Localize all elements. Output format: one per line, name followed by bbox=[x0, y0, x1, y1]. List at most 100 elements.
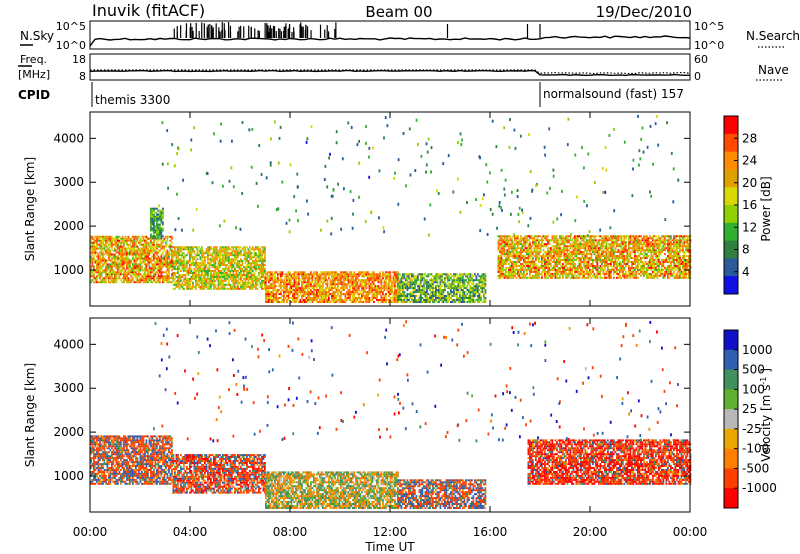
heatmap-cell bbox=[509, 253, 512, 256]
heatmap-cell bbox=[163, 275, 166, 278]
heatmap-cell bbox=[447, 291, 449, 294]
heatmap-cell bbox=[130, 237, 133, 240]
heatmap-cell bbox=[232, 260, 235, 263]
heatmap-cell bbox=[118, 263, 121, 266]
heatmap-cell bbox=[478, 283, 481, 286]
heatmap-cell bbox=[192, 256, 194, 259]
heatmap-cell bbox=[550, 265, 552, 267]
heatmap-cell bbox=[91, 271, 94, 274]
heatmap-cell bbox=[97, 267, 100, 270]
heatmap-cell bbox=[127, 235, 130, 238]
heatmap-cell bbox=[219, 270, 221, 272]
heatmap-cell bbox=[132, 267, 134, 270]
heatmap-cell bbox=[190, 254, 193, 257]
heatmap-cell bbox=[195, 254, 197, 257]
heatmap-cell bbox=[174, 246, 176, 249]
heatmap-cell bbox=[190, 285, 193, 288]
heatmap-cell bbox=[159, 281, 161, 284]
heatmap-cell bbox=[325, 299, 327, 301]
heatmap-cell bbox=[207, 270, 209, 272]
heatmap-cell bbox=[156, 245, 158, 248]
heatmap-cell bbox=[204, 256, 206, 259]
heatmap-cell bbox=[412, 273, 415, 276]
heatmap-cell bbox=[326, 299, 329, 301]
heatmap-cell bbox=[220, 246, 223, 249]
nave-tick-bottom: 0 bbox=[694, 70, 701, 83]
heatmap-cell bbox=[305, 301, 308, 303]
heatmap-cell bbox=[183, 274, 185, 276]
heatmap-cell bbox=[359, 293, 362, 296]
heatmap-cell bbox=[335, 291, 338, 294]
heatmap-cell bbox=[334, 299, 336, 301]
heatmap-cell bbox=[150, 215, 152, 218]
heatmap-cell bbox=[183, 260, 185, 263]
heatmap-cell bbox=[163, 239, 166, 242]
heatmap-cell bbox=[160, 271, 163, 274]
heatmap-cell bbox=[159, 213, 161, 216]
heatmap-cell bbox=[417, 275, 419, 278]
heatmap-cell bbox=[172, 256, 175, 259]
heatmap-cell bbox=[121, 235, 124, 238]
heatmap-cell bbox=[286, 283, 288, 286]
heatmap-cell bbox=[172, 272, 175, 274]
heatmap-cell bbox=[317, 277, 320, 280]
heatmap-cell bbox=[238, 260, 241, 263]
heatmap-cell bbox=[478, 289, 481, 292]
heatmap-cell bbox=[109, 241, 112, 244]
heatmap-cell bbox=[108, 247, 110, 250]
heatmap-cell bbox=[310, 273, 312, 276]
heatmap-cell bbox=[323, 291, 326, 294]
heatmap-cell bbox=[334, 291, 336, 294]
heatmap-cell bbox=[217, 272, 220, 274]
heatmap-cell bbox=[133, 275, 136, 278]
heatmap-cell bbox=[332, 297, 335, 299]
heatmap-cell bbox=[391, 297, 393, 299]
heatmap-cell bbox=[106, 273, 109, 276]
heatmap-cell bbox=[353, 281, 356, 284]
heatmap-cell bbox=[151, 249, 154, 252]
heatmap-cell bbox=[220, 283, 223, 286]
heatmap-cell bbox=[148, 245, 151, 248]
heatmap-cell bbox=[120, 269, 122, 272]
heatmap-cell bbox=[238, 281, 241, 284]
heatmap-cell bbox=[265, 301, 267, 303]
heatmap-cell bbox=[199, 270, 202, 272]
heatmap-cell bbox=[532, 259, 534, 261]
heatmap-cell bbox=[178, 264, 181, 267]
heatmap-cell bbox=[210, 270, 212, 272]
heatmap-cell bbox=[568, 274, 570, 277]
heatmap-cell bbox=[515, 266, 518, 269]
heatmap-cell bbox=[150, 261, 152, 264]
heatmap-cell bbox=[322, 285, 324, 288]
heatmap-cell bbox=[292, 277, 294, 280]
heatmap-cell bbox=[177, 270, 179, 272]
heatmap-cell bbox=[151, 215, 154, 218]
heatmap-cell bbox=[509, 259, 512, 261]
heatmap-cell bbox=[153, 277, 155, 280]
heatmap-cell bbox=[216, 277, 218, 280]
heatmap-cell bbox=[193, 252, 196, 255]
heatmap-cell bbox=[347, 297, 350, 299]
heatmap-cell bbox=[163, 263, 166, 266]
heatmap-cell bbox=[205, 277, 208, 280]
heatmap-cell bbox=[352, 299, 354, 301]
heatmap-cell bbox=[238, 252, 241, 255]
heatmap-cell bbox=[102, 265, 104, 268]
heatmap-cell bbox=[320, 293, 323, 296]
heatmap-cell bbox=[325, 301, 327, 303]
heatmap-cell bbox=[240, 275, 242, 278]
heatmap-cell bbox=[150, 273, 152, 276]
heatmap-cell bbox=[415, 283, 418, 286]
heatmap-cell bbox=[171, 249, 173, 252]
heatmap-cell bbox=[196, 266, 199, 269]
heatmap-cell bbox=[154, 225, 157, 228]
heatmap-cell bbox=[261, 279, 263, 282]
heatmap-cell bbox=[462, 289, 464, 292]
heatmap-cell bbox=[157, 257, 160, 260]
heatmap-cell bbox=[272, 279, 275, 282]
heatmap-cell bbox=[187, 285, 190, 288]
heatmap-cell bbox=[250, 262, 253, 265]
heatmap-cell bbox=[150, 237, 152, 240]
heatmap-cell bbox=[160, 259, 163, 262]
heatmap-cell bbox=[109, 267, 112, 270]
